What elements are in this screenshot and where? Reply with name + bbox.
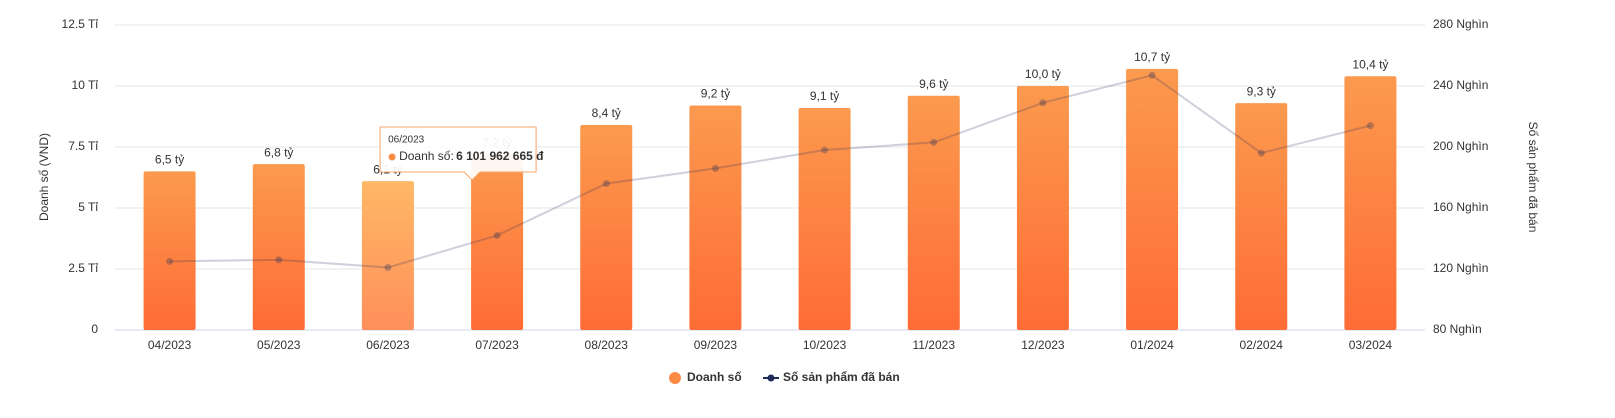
x-tick-label: 01/2024 — [1130, 338, 1174, 352]
bar — [143, 171, 196, 330]
bar — [798, 107, 851, 331]
x-tick-label: 07/2023 — [475, 338, 519, 352]
line-point — [930, 138, 938, 146]
tooltip-title: 06/2023 — [388, 135, 425, 146]
data-label: 9,2 tỷ — [701, 87, 730, 101]
line — [169, 74, 1371, 269]
legend-marker — [767, 374, 775, 382]
data-label: 9,6 tỷ — [919, 77, 948, 91]
x-tick-label: 11/2023 — [913, 338, 956, 352]
bar — [361, 181, 414, 330]
data-label: 6,5 tỷ — [155, 153, 184, 167]
tooltip-box — [379, 126, 537, 181]
line-point — [166, 257, 174, 265]
line-point — [602, 180, 610, 188]
bar — [471, 154, 524, 330]
y2-tick-label: 160 Nghìn — [1433, 200, 1488, 214]
bar — [1235, 103, 1288, 330]
y2-tick-label: 120 Nghìn — [1433, 261, 1488, 275]
bar — [1344, 76, 1397, 331]
tooltip-marker — [388, 153, 396, 161]
y2-tick-label: 280 Nghìn — [1433, 17, 1488, 31]
data-label: 9,3 tỷ — [1247, 84, 1276, 98]
y-tick-label: 5 Tỉ — [78, 200, 98, 214]
y-axis-title: Doanh số (VND) — [37, 133, 51, 221]
x-tick-label: 05/2023 — [257, 338, 301, 352]
x-tick-label: 02/2024 — [1240, 338, 1284, 352]
y-tick-label: 2.5 Tỉ — [68, 261, 98, 275]
bar — [1016, 86, 1069, 330]
data-label: 10,7 tỷ — [1134, 50, 1170, 64]
x-tick-label: 10/2023 — [803, 338, 847, 352]
bar — [689, 105, 742, 331]
legend-item[interactable]: Số sản phẩm đã bán — [763, 370, 900, 384]
line-point — [711, 164, 719, 172]
data-label: 10,4 tỷ — [1352, 57, 1388, 71]
x-tick-label: 06/2023 — [366, 338, 410, 352]
y-tick-label: 12.5 Tỉ — [62, 17, 99, 31]
y2-tick-label: 200 Nghìn — [1433, 139, 1488, 153]
line-point — [1257, 149, 1265, 157]
legend-marker — [669, 372, 681, 384]
legend-label: Doanh số — [687, 370, 742, 384]
line-point — [1148, 71, 1156, 79]
legend-label: Số sản phẩm đã bán — [783, 370, 900, 384]
y2-tick-label: 80 Nghìn — [1433, 322, 1482, 336]
data-label: 8,4 tỷ — [592, 106, 621, 120]
x-tick-label: 12/2023 — [1021, 338, 1065, 352]
data-label: 6,8 tỷ — [264, 145, 293, 159]
line-point — [493, 231, 501, 239]
line-point — [275, 256, 283, 264]
tooltip: 06/2023 Doanh số: 6 101 962 665 đ — [379, 126, 544, 181]
line-point — [384, 263, 392, 271]
tooltip-value: 6 101 962 665 đ — [456, 149, 544, 163]
x-tick-label: 08/2023 — [585, 338, 629, 352]
y-tick-label: 0 — [91, 322, 98, 336]
tooltip-label: Doanh số: — [399, 149, 454, 163]
y-tick-label: 7.5 Tỉ — [68, 139, 98, 153]
bar — [580, 125, 633, 330]
y2-tick-label: 240 Nghìn — [1433, 78, 1488, 92]
data-label: 9,1 tỷ — [810, 89, 839, 103]
bar — [907, 95, 960, 330]
x-tick-label: 09/2023 — [694, 338, 738, 352]
line-point — [1039, 99, 1047, 107]
data-label: 10,0 tỷ — [1025, 67, 1061, 81]
x-tick-label: 04/2023 — [148, 338, 192, 352]
y-tick-label: 10 Tỉ — [72, 78, 99, 92]
line-point — [821, 146, 829, 154]
line-point — [1366, 122, 1374, 130]
bar — [252, 164, 305, 330]
legend-item[interactable]: Doanh số — [669, 370, 742, 384]
y2-axis-title: Số sản phẩm đã bán — [1526, 122, 1540, 233]
x-tick-label: 03/2024 — [1349, 338, 1393, 352]
bar — [1126, 68, 1179, 331]
